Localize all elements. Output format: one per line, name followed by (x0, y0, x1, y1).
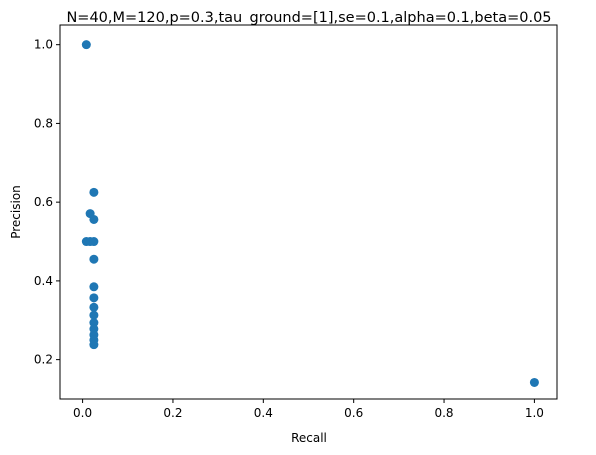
y-tick-label: 0.8 (34, 116, 53, 130)
data-point (89, 318, 99, 328)
data-point (81, 40, 91, 50)
x-tick-label: 0.0 (73, 406, 92, 420)
y-axis-ticks: 0.2 0.4 0.6 0.8 1.0 (34, 38, 60, 367)
y-tick-label: 1.0 (34, 38, 53, 52)
data-points (81, 40, 539, 387)
x-tick-label: 0.2 (163, 406, 182, 420)
data-point (89, 310, 99, 320)
data-point (89, 302, 99, 312)
data-point (89, 340, 99, 350)
y-axis-label: Precision (9, 185, 23, 239)
plot-area (59, 24, 558, 400)
data-point (89, 237, 99, 247)
y-tick-label: 0.2 (34, 353, 53, 367)
x-tick-label: 0.8 (434, 406, 453, 420)
data-point (89, 187, 99, 197)
data-point (89, 293, 99, 303)
data-point (89, 214, 99, 224)
x-axis-label: Recall (291, 431, 327, 445)
chart-title: N=40,M=120,p=0.3,tau_ground=[1],se=0.1,a… (66, 10, 551, 26)
data-point (89, 282, 99, 292)
y-tick-label: 0.4 (34, 274, 53, 288)
data-point (89, 254, 99, 264)
data-point (529, 377, 539, 387)
y-tick-label: 0.6 (34, 195, 53, 209)
x-tick-label: 0.4 (254, 406, 273, 420)
x-tick-label: 1.0 (525, 406, 544, 420)
x-tick-label: 0.6 (344, 406, 363, 420)
x-axis-ticks: 0.0 0.2 0.4 0.6 0.8 1.0 (73, 399, 544, 420)
